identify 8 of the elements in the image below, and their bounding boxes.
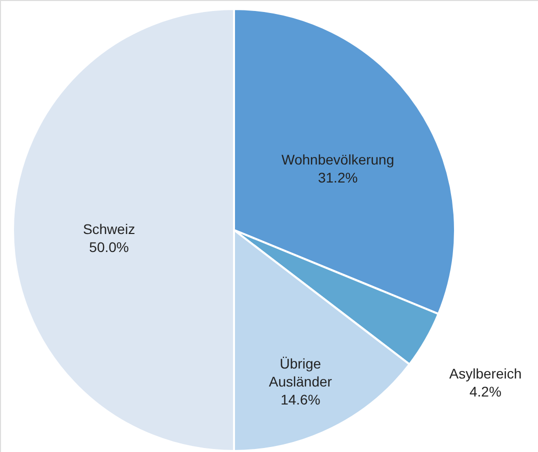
data-label: 14.6% bbox=[280, 391, 320, 408]
slice-label: Wohnbevölkerung bbox=[282, 151, 394, 168]
data-label: 50.0% bbox=[89, 239, 129, 255]
data-label: 31.2% bbox=[318, 169, 358, 186]
slice-label: Schweiz bbox=[82, 221, 136, 237]
slice-label: Übrige Ausländer bbox=[268, 355, 332, 390]
slice-label: Asylbereich bbox=[449, 365, 522, 382]
data-label: 4.2% bbox=[469, 383, 502, 400]
